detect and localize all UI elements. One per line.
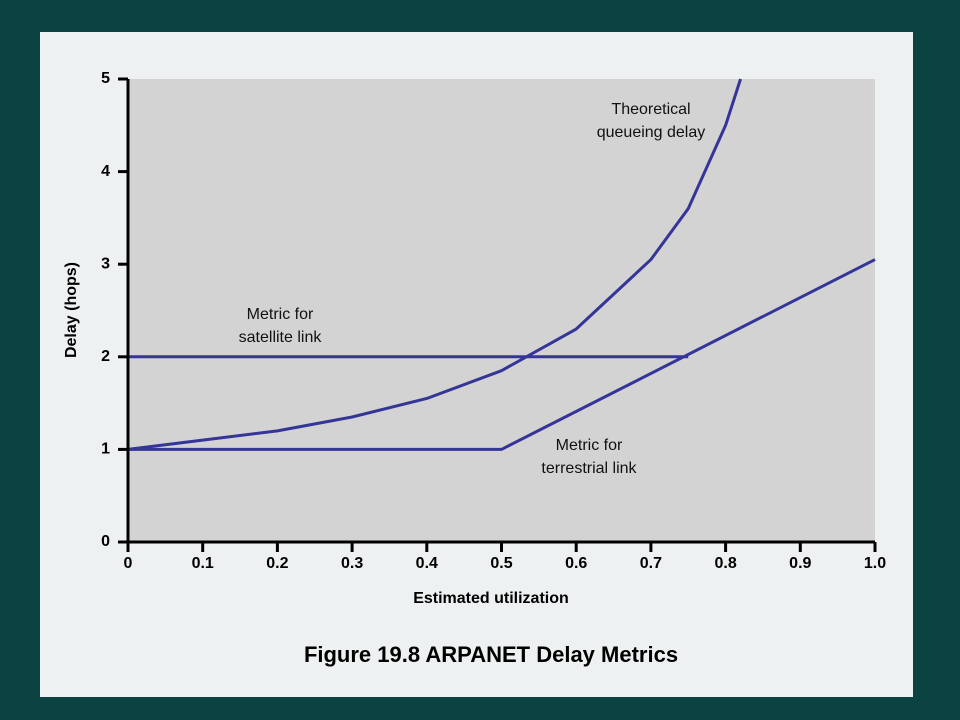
plot-area — [128, 79, 875, 542]
annotation: terrestrial link — [541, 460, 637, 477]
x-tick-label: 0 — [124, 555, 133, 572]
x-tick-label: 0.1 — [192, 555, 214, 572]
y-tick-label: 1 — [101, 441, 110, 458]
x-tick-label: 1.0 — [864, 555, 886, 572]
y-tick-label: 4 — [101, 163, 110, 180]
series-line — [127, 78, 742, 451]
x-tick-label: 0.9 — [789, 555, 811, 572]
annotation: Metric for — [556, 437, 623, 454]
chart-title: Figure 19.8 ARPANET Delay Metrics — [304, 642, 678, 667]
annotation: Metric for — [247, 306, 314, 323]
y-tick-label: 3 — [101, 255, 110, 272]
annotation: queueing delay — [597, 124, 706, 141]
series-line — [128, 258, 876, 451]
y-tick-label: 2 — [101, 348, 110, 365]
x-tick-label: 0.3 — [341, 555, 363, 572]
y-tick-label: 5 — [101, 70, 110, 87]
x-tick-label: 0.2 — [266, 555, 288, 572]
x-tick-label: 0.6 — [565, 555, 587, 572]
annotation: satellite link — [239, 329, 323, 346]
x-tick-label: 0.8 — [714, 555, 736, 572]
x-axis-label: Estimated utilization — [413, 590, 569, 607]
x-tick-label: 0.4 — [416, 555, 438, 572]
x-tick-label: 0.7 — [640, 555, 662, 572]
annotation: Theoretical — [611, 101, 690, 118]
x-tick-label: 0.5 — [490, 555, 512, 572]
y-tick-label: 0 — [101, 533, 110, 550]
y-axis-label: Delay (hops) — [63, 262, 80, 358]
